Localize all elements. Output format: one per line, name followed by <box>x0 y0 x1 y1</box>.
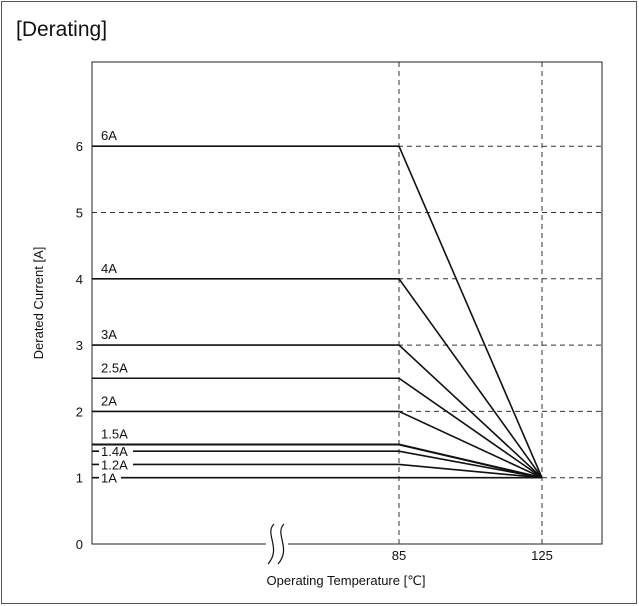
series-label-6A: 6A <box>101 128 117 143</box>
series-label-bg-1_4A <box>99 446 133 459</box>
x-tick-85: 85 <box>392 548 406 563</box>
chart-title: [Derating] <box>16 18 108 41</box>
series-label-2A: 2A <box>101 393 117 408</box>
y-tick-labels: 0 1 2 3 4 5 6 <box>76 139 83 552</box>
axis-break-gap <box>266 538 288 550</box>
series-label-4A: 4A <box>101 261 117 276</box>
x-tick-125: 125 <box>531 548 553 563</box>
y-tick-3: 3 <box>76 338 83 353</box>
y-axis-label: Derated Current [A] <box>31 247 46 360</box>
y-tick-2: 2 <box>76 404 83 419</box>
series-label-2_5A: 2.5A <box>101 360 128 375</box>
series-line-3A <box>92 344 543 479</box>
y-tick-0: 0 <box>76 537 83 552</box>
axis-break-curve-left <box>267 523 275 565</box>
x-axis-label: Operating Temperature [℃] <box>267 573 426 588</box>
series-label-1_4A: 1.4A <box>101 444 128 459</box>
y-tick-6: 6 <box>76 139 83 154</box>
series-line-2_5A <box>92 377 543 479</box>
plot-area <box>91 61 603 545</box>
series-label-1_5A: 1.5A <box>101 427 128 442</box>
y-tick-4: 4 <box>76 272 83 287</box>
series-label-1_2A: 1.2A <box>101 457 128 472</box>
x-tick-labels: 85 125 <box>392 548 553 563</box>
series-lines <box>92 145 543 479</box>
y-tick-5: 5 <box>76 206 83 221</box>
grid-lines <box>92 62 602 544</box>
series-label-1A: 1A <box>101 471 117 486</box>
axis-break-curve-right <box>277 523 285 565</box>
x-axis-break-icon <box>266 523 288 565</box>
series-label-3A: 3A <box>101 327 117 342</box>
series-line-4A <box>92 277 543 479</box>
series-label-bg-1A <box>99 472 121 485</box>
series-line-6A <box>92 145 543 479</box>
y-tick-1: 1 <box>76 471 83 486</box>
series-label-bg-1_2A <box>99 459 133 472</box>
series-line-1_2A <box>92 463 543 479</box>
series-line-1_5A <box>92 443 543 479</box>
series-line-1_4A <box>92 450 543 479</box>
series-line-2A <box>92 410 543 479</box>
